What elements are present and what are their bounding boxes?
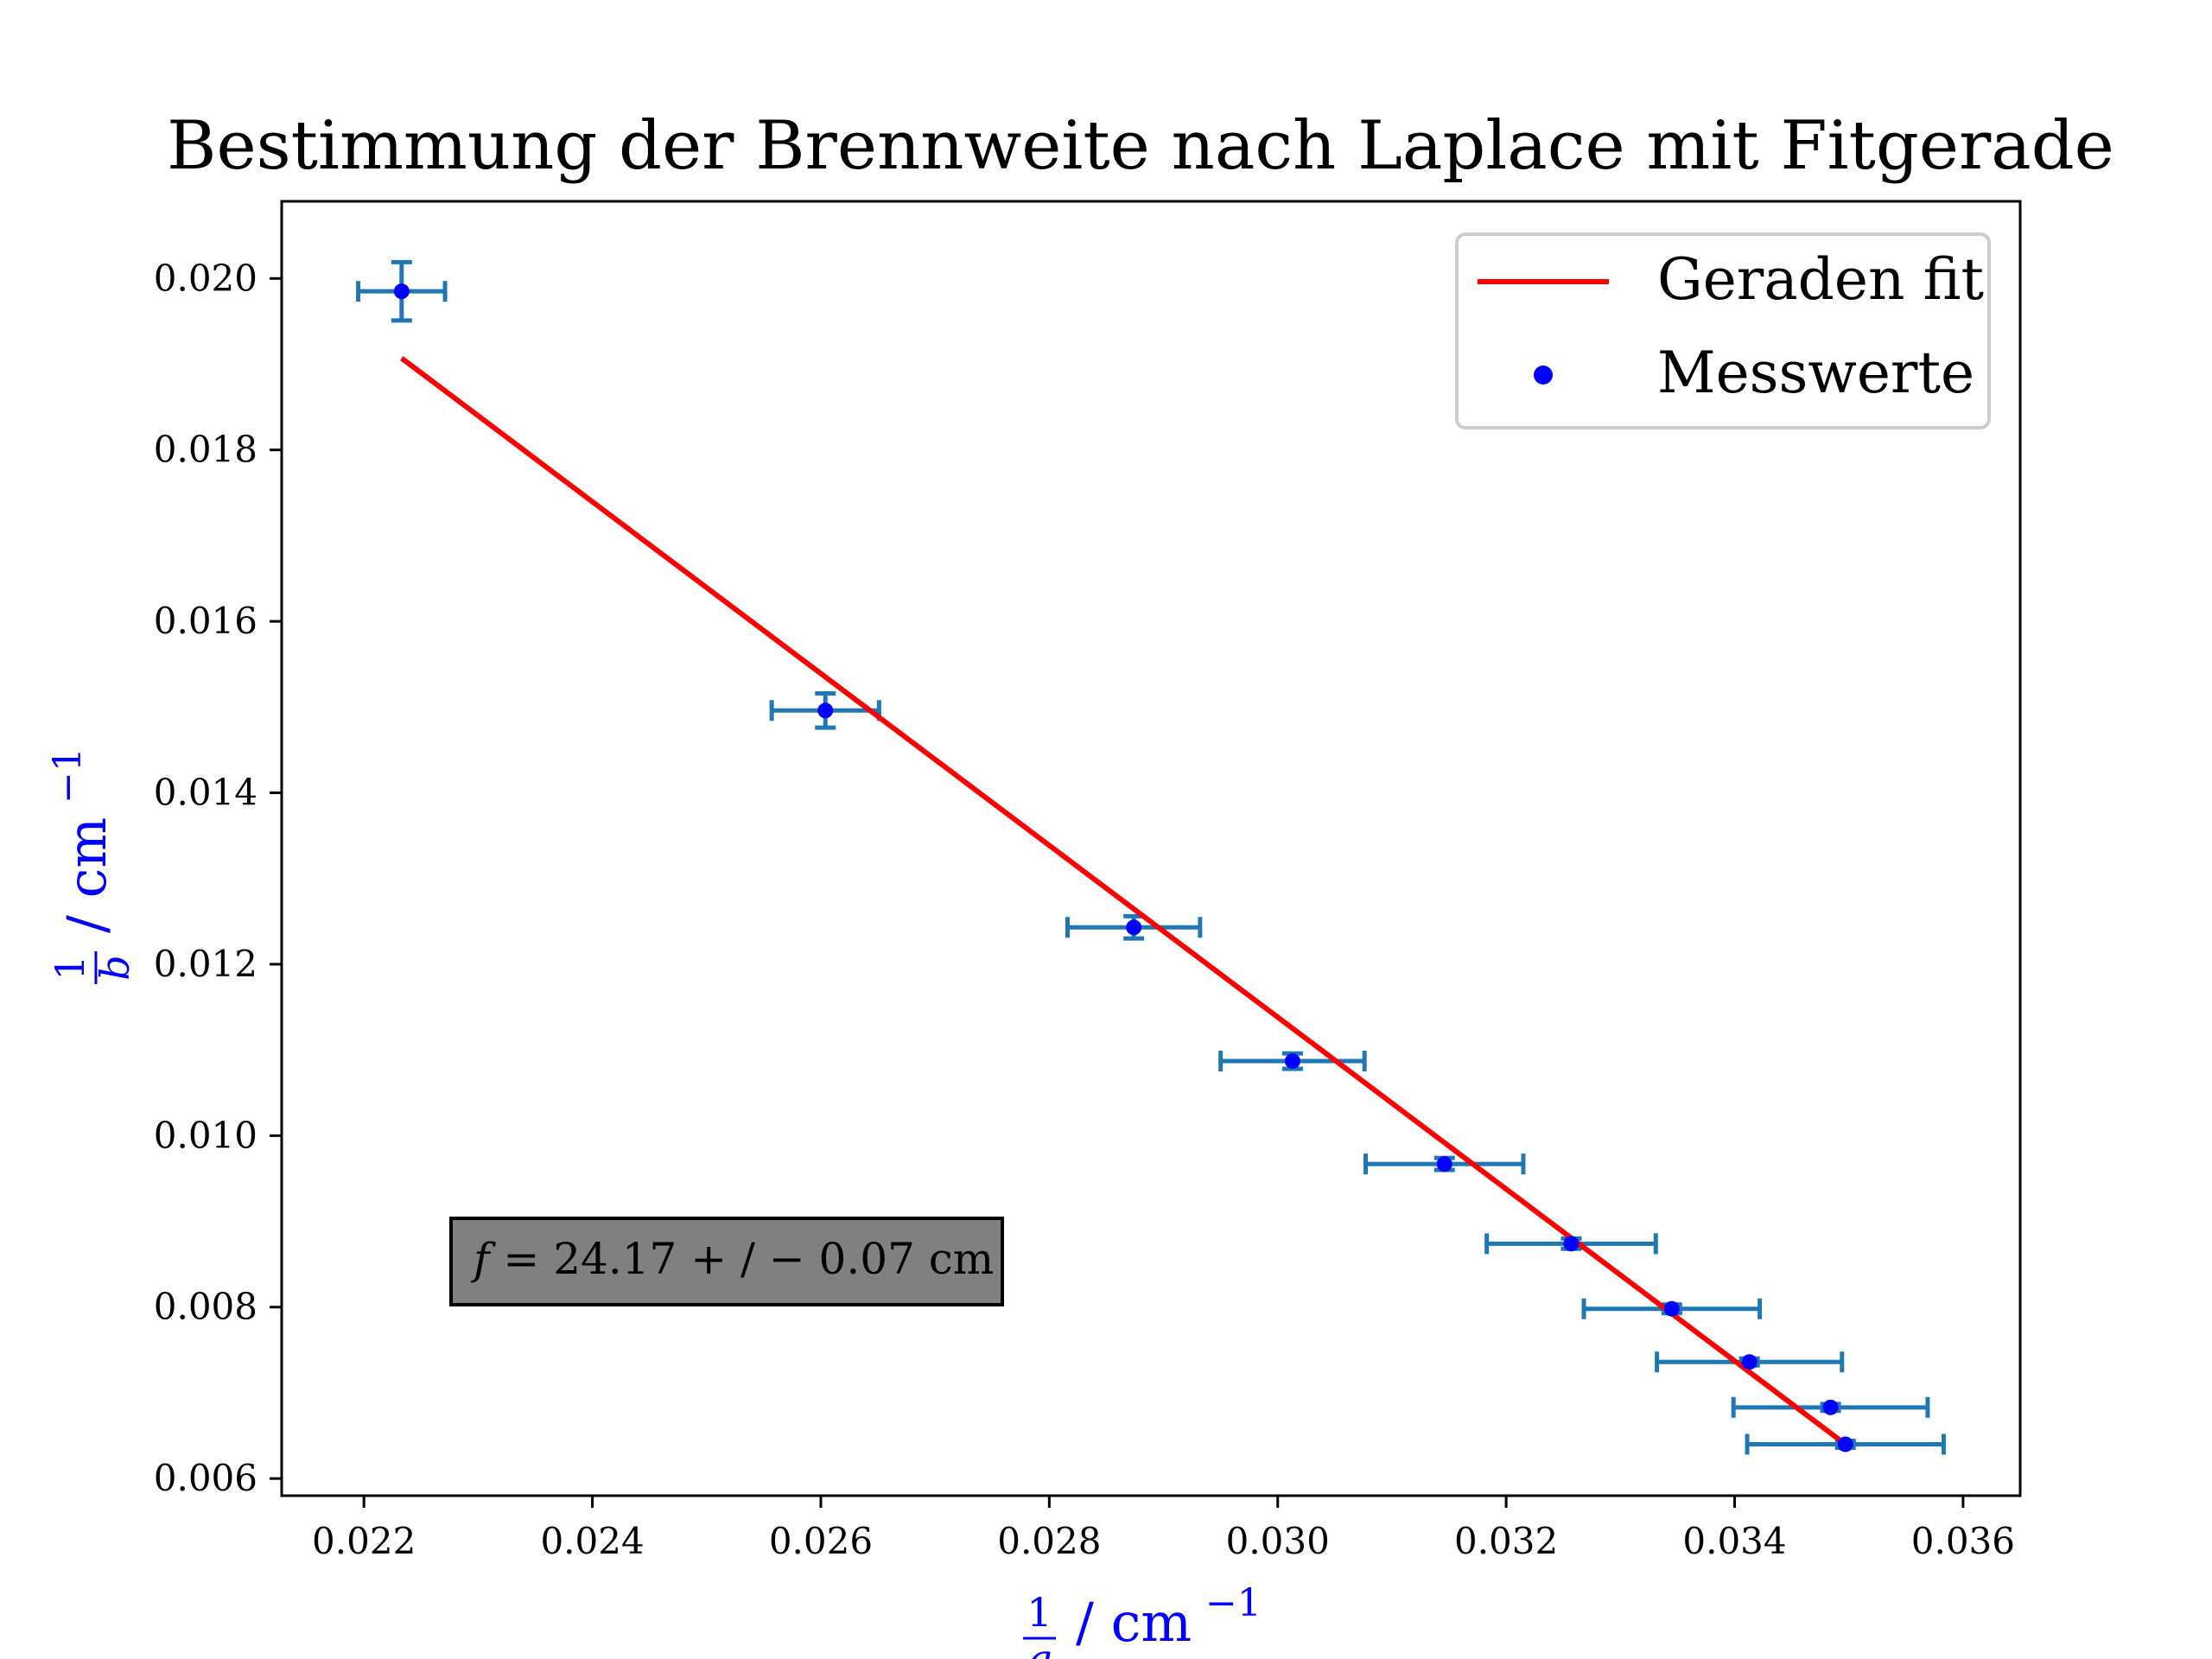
plot-area: [356, 259, 1946, 1455]
x-axis-label: 1 g / cm −1: [1023, 1581, 1262, 1659]
y-tick-label: 0.016: [154, 600, 257, 642]
y-tick-label: 0.010: [154, 1114, 257, 1156]
x-tick-label: 0.034: [1682, 1520, 1786, 1562]
x-axis-label-den: g: [1027, 1636, 1052, 1659]
x-tick-label: 0.028: [997, 1520, 1101, 1562]
data-point: [1741, 1354, 1758, 1370]
legend: Geraden fit Messwerte: [1455, 232, 1991, 429]
y-axis-label: 1 b / cm −1: [46, 747, 138, 984]
x-tick-label: 0.022: [312, 1520, 416, 1562]
x-tick-label: 0.036: [1911, 1520, 2015, 1562]
data-point: [1126, 919, 1142, 936]
x-tick-label: 0.024: [540, 1520, 644, 1562]
y-axis-label-num: 1: [47, 955, 93, 980]
chart-title: Bestimmung der Brennweite nach Laplace m…: [167, 107, 2114, 185]
legend-measured-swatch: [1534, 365, 1553, 385]
x-tick-label: 0.032: [1454, 1520, 1558, 1562]
x-tick-label: 0.030: [1226, 1520, 1330, 1562]
y-tick-label: 0.020: [154, 257, 257, 299]
annotation-box: [449, 1217, 1004, 1306]
y-axis-label-den: b: [92, 955, 138, 980]
x-axis-label-exp: −1: [1205, 1581, 1262, 1625]
data-point: [1436, 1156, 1452, 1173]
axes-frame: [280, 200, 2022, 1497]
y-tick-label: 0.012: [154, 943, 257, 985]
data-point: [1284, 1053, 1300, 1070]
y-tick-label: 0.014: [154, 772, 257, 814]
legend-measured-label: Messwerte: [1657, 340, 1974, 406]
data-point: [393, 283, 410, 300]
y-axis-label-unit: / cm: [55, 817, 118, 933]
annotation-text: f = 24.17 + / − 0.07 cm: [470, 1234, 994, 1284]
y-tick-label: 0.006: [154, 1457, 257, 1499]
y-tick-label: 0.018: [154, 429, 257, 471]
y-tick-label: 0.008: [154, 1286, 257, 1328]
x-axis-label-unit: / cm: [1076, 1591, 1192, 1654]
annotation-text-rhs: = 24.17 + / − 0.07 cm: [490, 1234, 995, 1284]
data-point: [1837, 1436, 1853, 1452]
fit-line: [400, 356, 1847, 1446]
x-tick-label: 0.026: [769, 1520, 873, 1562]
data-point: [817, 702, 834, 719]
legend-fit-label: Geraden fit: [1657, 246, 1984, 313]
data-point: [1663, 1300, 1680, 1317]
data-point: [1822, 1399, 1839, 1415]
fit-result-annotation: f = 24.17 + / − 0.07 cm: [449, 1217, 1004, 1306]
axes: 0.022 0.024 0.026 0.028 0.030 0.032 0.034 0.036…: [154, 200, 2022, 1562]
y-axis-label-exp: −1: [46, 747, 90, 804]
data-point: [1563, 1236, 1580, 1252]
x-axis-label-num: 1: [1027, 1589, 1052, 1636]
